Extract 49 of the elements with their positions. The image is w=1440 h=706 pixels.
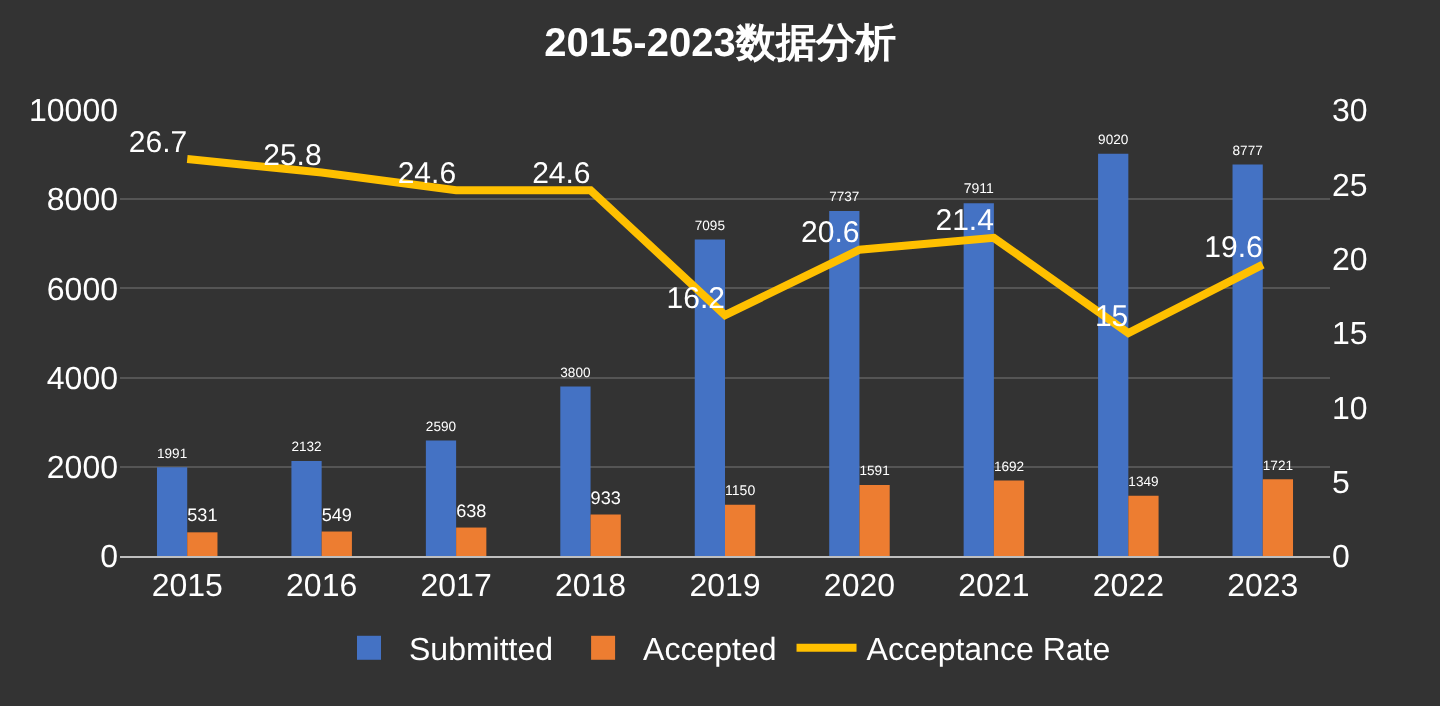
bar	[590, 514, 621, 556]
x-tick-label: 2022	[1092, 570, 1165, 605]
y-tick-label: 6000	[46, 273, 119, 308]
data-label: 25.8	[263, 138, 322, 173]
data-label: 638	[456, 500, 487, 521]
y2-tick-label: 30	[1332, 95, 1368, 130]
bar	[1128, 495, 1159, 556]
y-tick-label: 0	[100, 541, 119, 576]
x-tick-label: 2018	[554, 570, 627, 605]
x-tick-label: 2017	[420, 570, 492, 605]
bar	[187, 532, 218, 556]
bar	[321, 531, 352, 556]
data-label: 24.6	[397, 156, 457, 191]
y2-tick-label: 0	[1332, 541, 1350, 576]
bar	[560, 386, 591, 556]
legend-label: Accepted	[643, 634, 777, 669]
data-label: 549	[321, 504, 352, 525]
data-label: 933	[590, 487, 621, 508]
y2-tick-label: 20	[1332, 243, 1368, 278]
x-tick-label: 2020	[823, 570, 896, 605]
y-tick-label: 4000	[46, 362, 119, 397]
legend-label: Submitted	[409, 634, 554, 669]
bar	[993, 480, 1025, 556]
x-tick-label: 2023	[1227, 570, 1299, 605]
x-tick-label: 2019	[689, 570, 761, 605]
legend-label: Acceptance Rate	[866, 634, 1111, 669]
data-label: 531	[187, 505, 218, 526]
bar	[291, 460, 322, 556]
chart-title: 2015-2023数据分析	[544, 22, 896, 67]
data-label: 26.7	[128, 125, 188, 160]
data-label: 16.2	[666, 281, 725, 316]
bar	[725, 504, 756, 556]
y-tick-label: 2000	[46, 452, 119, 486]
y-tick-label: 8000	[46, 184, 119, 219]
bar	[1098, 153, 1129, 556]
y2-tick-label: 10	[1332, 392, 1368, 427]
bar	[425, 440, 457, 556]
data-label: 24.6	[532, 156, 591, 191]
y2-tick-label: 25	[1332, 169, 1368, 204]
y2-tick-label: 15	[1332, 318, 1368, 353]
x-tick-label: 2016	[286, 570, 358, 605]
bar	[1262, 479, 1294, 556]
y2-tick-label: 5	[1332, 466, 1350, 501]
x-tick-label: 2015	[151, 570, 224, 605]
x-tick-label: 2021	[958, 570, 1030, 605]
bar	[456, 527, 487, 556]
bar	[859, 485, 890, 556]
bar	[156, 467, 188, 556]
y-tick-label: 10000	[29, 95, 119, 130]
